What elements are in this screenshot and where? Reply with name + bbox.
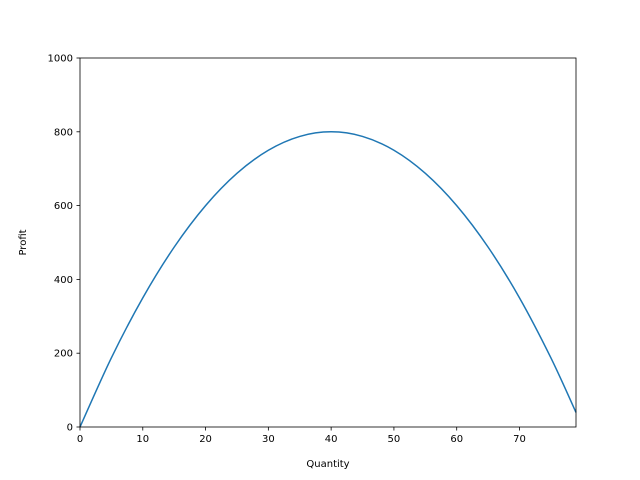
x-axis-ticks: 0 10 20 30 40 50 60 70 <box>77 427 526 445</box>
x-tick-label: 60 <box>450 434 463 445</box>
x-tick-label: 30 <box>262 434 275 445</box>
x-tick-label: 40 <box>325 434 338 445</box>
x-tick-label: 20 <box>199 434 212 445</box>
y-axis-label: Profit <box>18 229 29 255</box>
x-tick-label: 70 <box>513 434 526 445</box>
y-tick-label: 600 <box>54 201 73 212</box>
y-tick-label: 200 <box>54 349 73 360</box>
y-tick-label: 400 <box>54 275 73 286</box>
x-tick-label: 0 <box>77 434 83 445</box>
y-tick-label: 0 <box>67 423 73 434</box>
y-tick-label: 1000 <box>48 54 73 65</box>
plot-frame <box>79 57 577 428</box>
y-tick-label: 800 <box>54 127 73 138</box>
series-line <box>79 131 577 428</box>
series-layer <box>79 131 577 428</box>
x-axis-label: Quantity <box>306 459 349 470</box>
x-tick-label: 50 <box>388 434 401 445</box>
plot-area <box>80 58 576 427</box>
x-tick-label: 10 <box>136 434 149 445</box>
y-axis-ticks: 0 200 400 600 800 1000 <box>48 54 80 434</box>
